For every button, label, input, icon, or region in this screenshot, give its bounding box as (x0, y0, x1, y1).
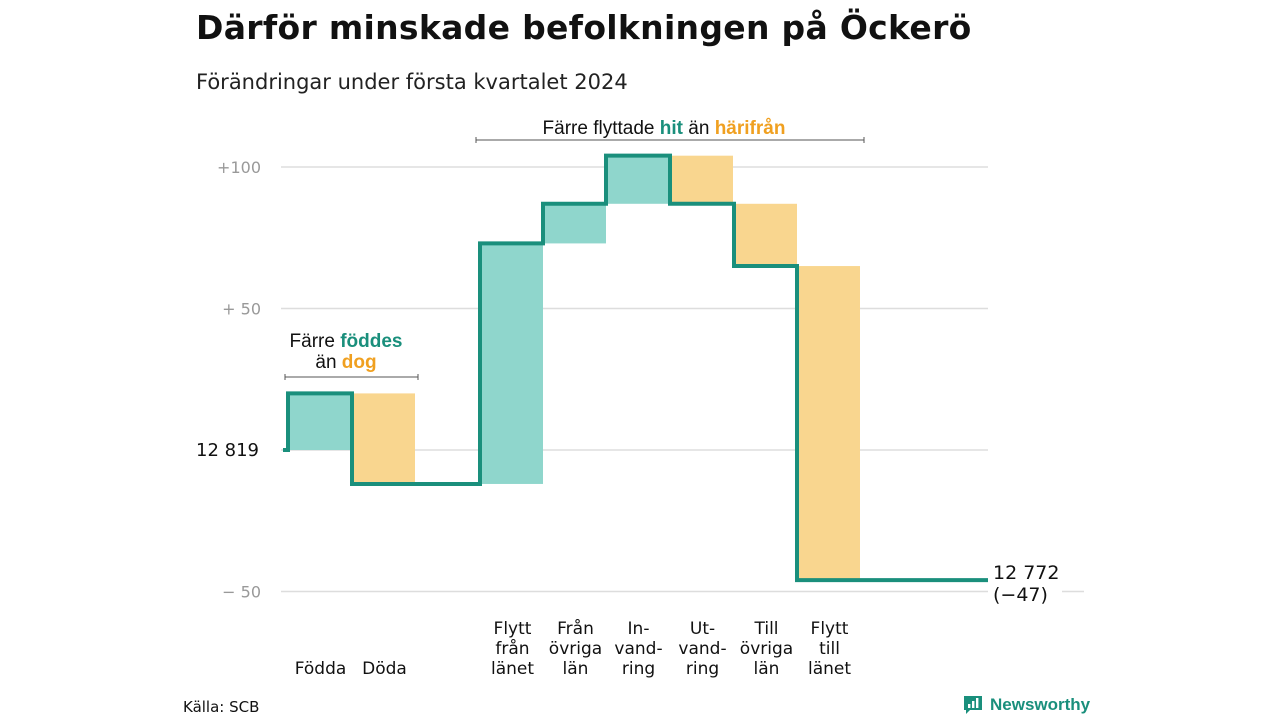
category-label: från (495, 638, 529, 659)
category-label: In- (628, 619, 650, 639)
category-label: Flytt (494, 619, 532, 639)
category-label: länet (808, 659, 851, 679)
bar-increase (480, 243, 543, 484)
bar-decrease (734, 203, 797, 267)
bar-increase (543, 203, 606, 244)
y-tick-label: − 50 (222, 583, 261, 602)
category-label: övriga (740, 639, 793, 659)
y-tick-label: + 50 (222, 300, 261, 319)
category-label: Döda (362, 659, 407, 679)
category-label: Ut- (690, 619, 715, 639)
category-label: ring (622, 659, 655, 679)
bar-increase (606, 155, 669, 204)
annotation-segment: än (315, 352, 341, 373)
annotation-segment: föddes (340, 331, 402, 352)
brand-name: Newsworthy (990, 695, 1091, 714)
chart-subtitle: Förändringar under första kvartalet 2024 (196, 70, 628, 94)
annotation-segment: än (683, 118, 715, 139)
bar-decrease (670, 155, 733, 204)
category-label: länet (491, 659, 534, 679)
category-label: övriga (549, 639, 602, 659)
annotation-text: Färre flyttade hit än härifrån (543, 118, 786, 139)
bar-decrease (797, 266, 860, 581)
source-note: Källa: SCB (183, 698, 260, 716)
category-label: ring (686, 659, 719, 679)
category-label: län (754, 659, 780, 679)
annotation-text: än dog (315, 352, 376, 373)
chart-bubble-icon (964, 696, 982, 714)
annotation-segment: dog (342, 352, 377, 373)
step-line (283, 153, 988, 583)
category-label: län (563, 659, 589, 679)
category-label: Från (557, 618, 594, 639)
category-label: till (819, 639, 840, 659)
end-value-label: 12 772 (993, 562, 1059, 584)
annotation-segment: Färre (290, 331, 341, 352)
y-tick-label: +100 (217, 158, 261, 177)
category-label: Födda (295, 659, 347, 679)
annotation-segment: härifrån (715, 118, 786, 139)
bar-decrease (352, 393, 415, 484)
annotation-segment: Färre flyttade (543, 118, 660, 139)
chart-title: Därför minskade befolkningen på Öckerö (196, 8, 972, 47)
category-label: Till (753, 619, 778, 639)
annotation-text: Färre föddes (290, 331, 403, 352)
category-label: Flytt (811, 619, 849, 639)
category-label: vand- (614, 639, 662, 659)
end-change-label: (−47) (993, 584, 1048, 606)
bar-increase (288, 393, 351, 450)
brand-logo: Newsworthy (962, 694, 1090, 716)
category-label: vand- (678, 639, 726, 659)
start-value-label: 12 819 (196, 440, 259, 461)
annotation-segment: hit (660, 118, 684, 139)
